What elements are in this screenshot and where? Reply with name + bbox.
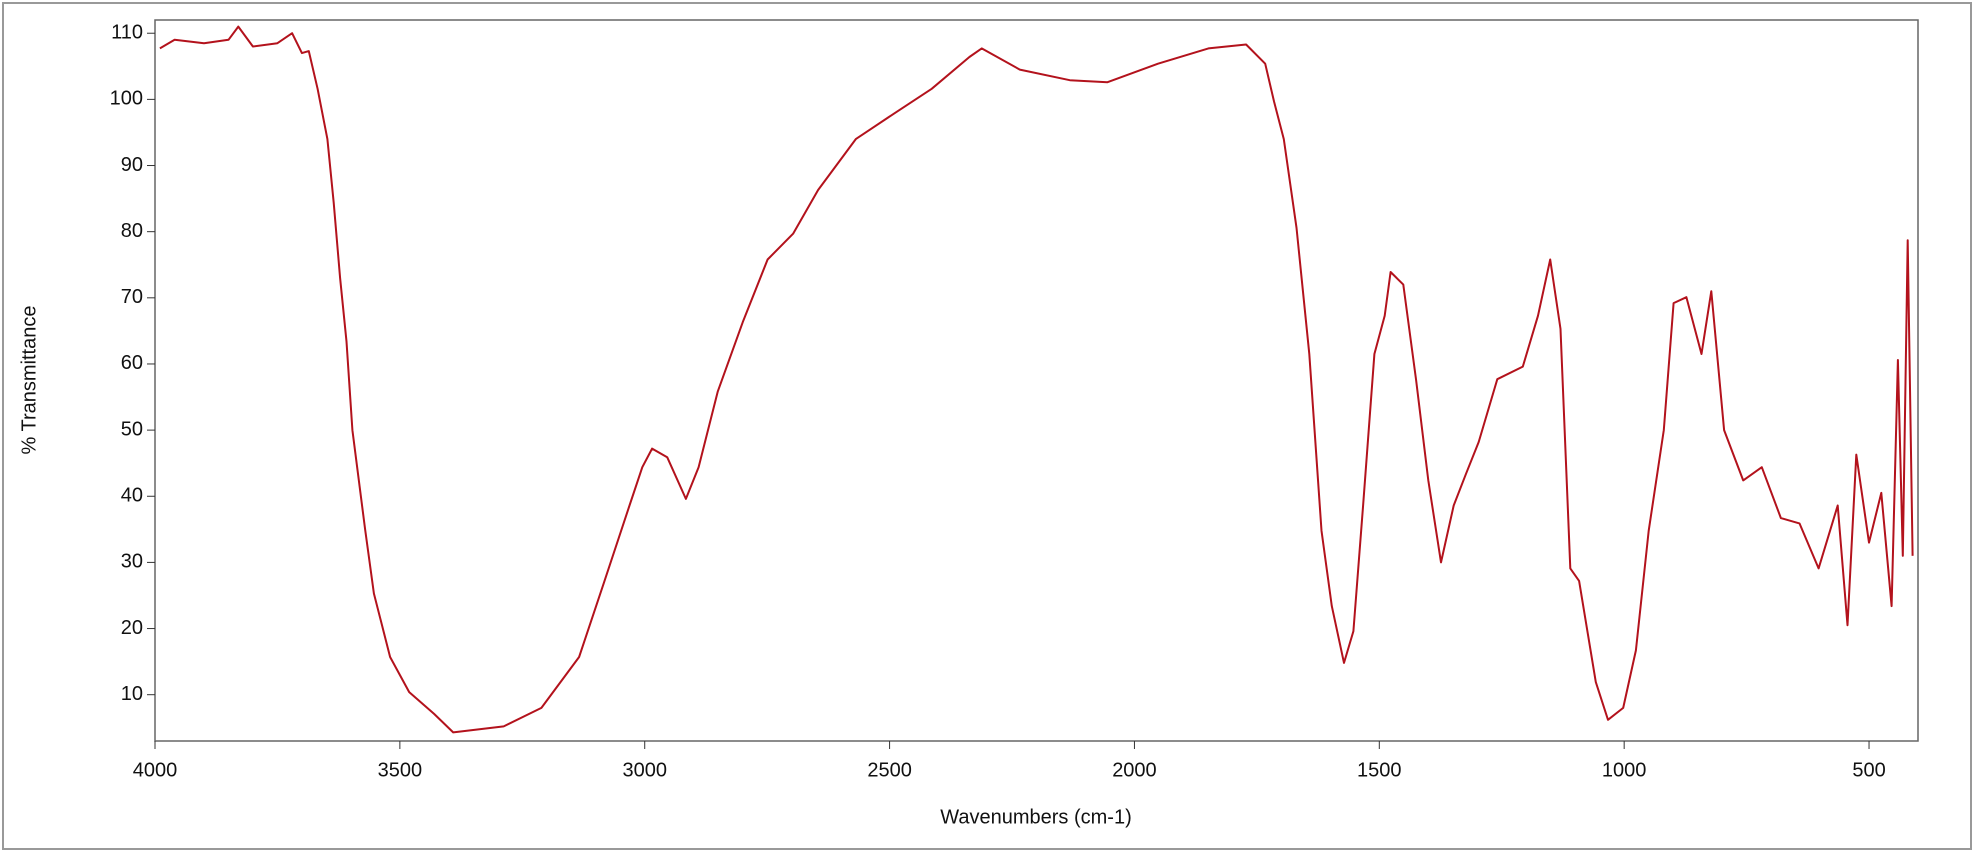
y-tick-label: 100 — [110, 88, 143, 110]
y-tick-label: 70 — [121, 286, 143, 308]
y-tick-label: 90 — [121, 154, 143, 176]
x-tick-label: 2000 — [1112, 759, 1157, 781]
y-axis-label: % Transmittance — [18, 306, 40, 455]
x-tick-label: 1000 — [1602, 759, 1647, 781]
x-tick-label: 1500 — [1357, 759, 1402, 781]
x-tick-label: 4000 — [133, 759, 178, 781]
x-tick-label: 2500 — [867, 759, 912, 781]
y-tick-label: 20 — [121, 617, 143, 639]
y-tick-label: 60 — [121, 352, 143, 374]
plot-area — [154, 19, 1919, 742]
y-tick-label: 50 — [121, 418, 143, 440]
x-tick-label: 500 — [1852, 759, 1885, 781]
y-tick-label: 80 — [121, 220, 143, 242]
y-tick-label: 10 — [121, 683, 143, 705]
y-tick-label: 40 — [121, 485, 143, 507]
x-tick-label: 3500 — [378, 759, 423, 781]
y-tick-label: 30 — [121, 551, 143, 573]
x-tick-label: 3000 — [622, 759, 667, 781]
x-axis-label: Wavenumbers (cm-1) — [940, 806, 1132, 828]
spectrum-line — [159, 25, 1914, 734]
y-tick-label: 110 — [111, 22, 143, 44]
